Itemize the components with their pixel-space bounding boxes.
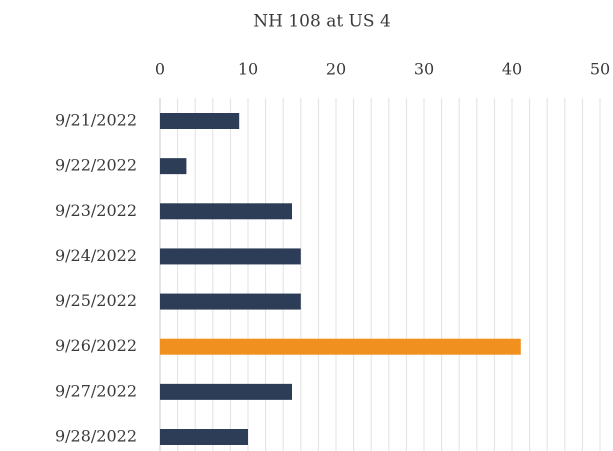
y-tick-label: 9/24/2022 <box>55 246 137 265</box>
y-tick-label: 9/26/2022 <box>55 336 137 355</box>
y-tick-label: 9/28/2022 <box>55 427 137 446</box>
y-tick-label: 9/22/2022 <box>55 156 137 175</box>
bar <box>160 203 292 220</box>
bar <box>160 248 301 265</box>
bar <box>160 293 301 310</box>
x-tick-label: 40 <box>502 60 522 79</box>
chart-title: NH 108 at US 4 <box>253 12 391 32</box>
x-tick-label: 10 <box>238 60 258 79</box>
bar <box>160 338 521 355</box>
bar <box>160 383 292 400</box>
y-tick-label: 9/23/2022 <box>55 201 137 220</box>
x-tick-label: 20 <box>326 60 346 79</box>
y-tick-label: 9/25/2022 <box>55 291 137 310</box>
x-tick-label: 0 <box>155 60 165 79</box>
x-tick-label: 50 <box>590 60 610 79</box>
bar <box>160 113 240 129</box>
bar <box>160 158 187 175</box>
bar <box>160 429 248 445</box>
x-tick-label: 30 <box>414 60 434 79</box>
y-tick-label: 9/27/2022 <box>55 381 137 400</box>
y-tick-label: 9/21/2022 <box>55 111 137 130</box>
